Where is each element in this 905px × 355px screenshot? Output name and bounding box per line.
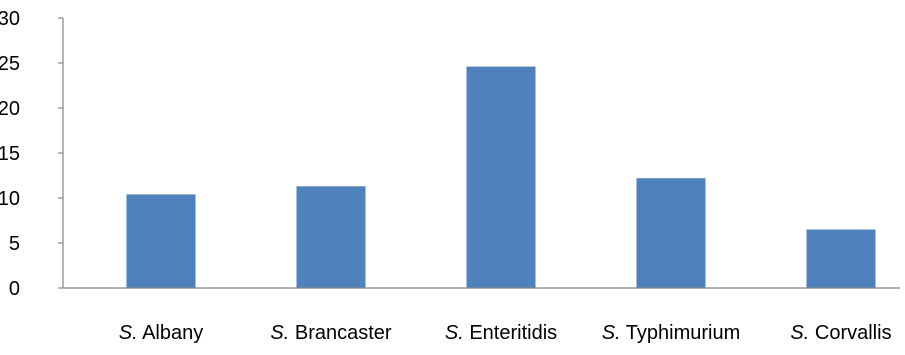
x-tick-label-genus: S. — [790, 322, 809, 344]
x-tick-label-genus: S. — [270, 322, 289, 344]
x-tick-label: S. Corvallis — [790, 322, 891, 344]
bar-brancaster — [296, 186, 366, 288]
y-tick-labels: 0 5 10 15 20 25 30 — [0, 8, 63, 300]
bar-typhimurium — [636, 178, 706, 288]
x-tick-label-serovar: Albany — [138, 322, 204, 344]
x-tick-label-genus: S. — [602, 322, 621, 344]
x-tick-labels: S. Albany S. Brancaster S. Enteritidis S. T… — [119, 322, 892, 344]
y-tick-label: 15 — [0, 143, 20, 165]
x-tick-label: S. Typhimurium — [602, 322, 741, 344]
x-tick-label-genus: S. — [119, 322, 138, 344]
x-tick-label-serovar: Enteritidis — [464, 322, 557, 344]
x-tick-label: S. Enteritidis — [445, 322, 557, 344]
bar-albany — [126, 194, 196, 288]
y-tick-label: 20 — [0, 98, 20, 120]
x-tick-label-serovar: Brancaster — [289, 322, 392, 344]
y-tick-label: 10 — [0, 188, 20, 210]
x-tick-label-genus: S. — [445, 322, 464, 344]
x-tick-label: S. Brancaster — [270, 322, 392, 344]
x-tick-label-serovar: Corvallis — [809, 322, 891, 344]
bar-enteritidis — [466, 66, 536, 288]
y-tick-label: 30 — [0, 8, 20, 30]
x-tick-label-serovar: Typhimurium — [621, 322, 741, 344]
y-tick-label: 5 — [9, 233, 20, 255]
y-tick-label: 0 — [9, 278, 20, 300]
x-tick-label: S. Albany — [119, 322, 204, 344]
bar-corvallis — [806, 229, 876, 288]
bars-layer — [126, 66, 876, 288]
y-tick-label: 25 — [0, 53, 20, 75]
